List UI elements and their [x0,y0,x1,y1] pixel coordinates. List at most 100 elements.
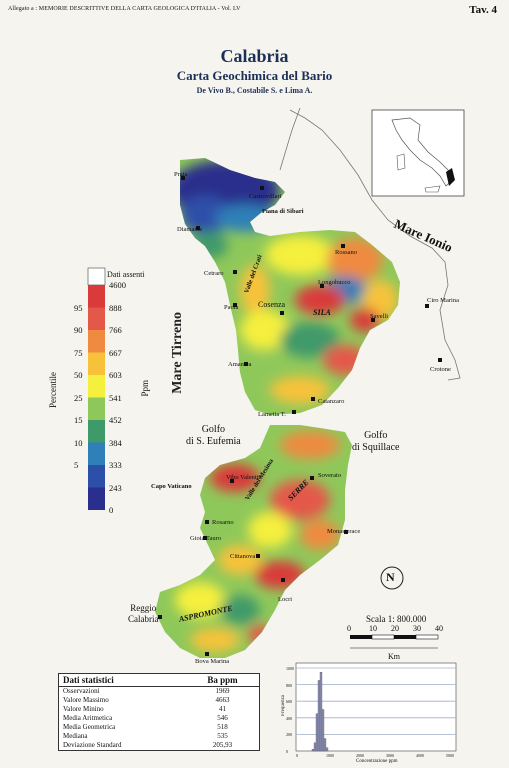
histogram-bar [311,749,315,752]
north-arrow-label: N [386,570,395,584]
town-marker [310,476,314,480]
gulf-squillace: Golfo di Squillace [352,430,400,453]
town-soverato: Soverato [318,472,342,479]
legend-absent-label: Dati assenti [107,270,145,279]
histogram-ytick: 800 [286,682,292,688]
histogram-ytick: 1000 [286,666,294,671]
town-amantea: Amantea [228,361,252,368]
gulf-eufemia: Golfo di S. Eufemia [186,424,241,447]
town-marker [341,244,345,248]
histogram-ytick: 0 [286,749,288,754]
region-piana-sibari: Piana di Sibari [262,208,304,215]
legend-ppm-title: Ppm [140,380,150,397]
legend-percentile-15: 15 [74,415,83,425]
town-marker [203,536,207,540]
stats-value: 1969 [215,687,230,695]
legend-swatch-766 [88,330,105,353]
legend-ppm-541: 541 [109,392,122,403]
stats-title: Dati statistici [59,674,186,687]
scale-tick: 40 [435,624,443,633]
town-cosenza: Cosenza [258,300,286,309]
stats-row: Valore Massimo 4663 [59,696,259,705]
town-marker [256,554,260,558]
town-marker [311,397,315,401]
town-locri: Locri [278,596,293,603]
legend-ppm-4600: 4600 [109,280,126,290]
town-marker [181,176,185,180]
legend-swatch-667 [88,352,105,375]
histogram-xtick: 3000 [386,753,394,758]
histogram-xtick: 2000 [356,753,364,758]
legend-swatch-4600 [88,285,105,308]
town-marker [281,578,285,582]
stats-unit: Ba ppm [185,674,259,687]
legend-absent-swatch [87,267,106,286]
town-marker [260,186,264,190]
histogram-bar [323,738,327,752]
histogram-ytick: 200 [286,732,292,738]
town-paola: Paola [224,304,239,311]
histogram-bar [319,672,323,752]
legend-percentile-title: Percentile [48,372,58,408]
histogram-xtick: 0 [296,753,298,758]
scale-tick: 30 [413,624,421,633]
stats-table: Dati statistici Ba ppm Osservazioni 1969 V… [58,673,260,751]
legend-ppm-452: 452 [109,415,122,425]
legend-ppm-333: 333 [109,460,122,470]
legend-percentile-10: 10 [74,437,83,448]
histogram-ylabel: Frequenza [281,695,286,716]
legend-ppm-243: 243 [109,482,122,493]
legend-ppm-766: 766 [109,325,122,335]
histogram-xlabel: Concentrazione ppm [356,759,398,764]
histogram-bar [325,747,329,752]
sea-tirreno: Mare Tirreno [170,312,185,394]
histogram-bar [321,709,325,752]
town-marker [196,226,200,230]
town-lamezia: Lametia T. [258,411,286,418]
legend-swatch-888 [88,307,105,330]
stats-key: Valore Massimo [63,696,109,704]
place-capo-vaticano: Capo Vaticano [151,483,192,490]
stats-key: Mediana [63,732,88,740]
legend-swatch-603 [88,375,105,398]
scale-tick: 10 [369,624,377,633]
stats-row: Deviazione Standard 205,93 [59,741,259,750]
legend-bar [87,267,106,510]
town-marker [320,284,324,288]
histogram-bar [313,742,317,752]
legend-ppm-888: 888 [109,302,122,313]
town-marker [205,520,209,524]
town-marker [292,410,296,414]
stats-row: Osservazioni 1969 [59,687,259,697]
legend-ppm-384: 384 [109,437,122,448]
legend-percentile-50: 50 [74,370,83,380]
town-marker [280,311,284,315]
stats-row: Media Geometrica 518 [59,723,259,732]
stats-value: 41 [218,705,226,713]
histogram-xtick: 4000 [416,753,424,758]
legend-ppm-603: 603 [109,370,122,380]
stats-row: Media Aritmetica 546 [59,714,259,723]
town-ciro-marina: Ciro Marina [427,297,459,304]
map-title: Calabria [220,46,289,66]
legend-swatch-452 [88,420,105,443]
stats-value: 205,93 [212,741,233,749]
town-bova-marina: Bova Marina [195,658,230,665]
stats-value: 4663 [215,696,230,704]
north-arrow [380,566,404,590]
map-authors: De Vivo B., Costabile S. e Lima A. [196,86,313,95]
town-marker [158,615,162,619]
town-longobucco: Longobucco [318,279,351,286]
legend-ppm-667: 667 [109,347,122,358]
stats-row: Mediana 535 [59,732,259,741]
town-reggio-calabria: Reggio Calabria [128,603,159,624]
region-sila: SILA [313,308,331,317]
scale-label: Scala 1: 800.000 [366,614,427,624]
histogram-ytick: 400 [286,715,292,721]
scale-tick: 0 [347,624,351,633]
town-vibo: Vibo Valentia [226,474,262,481]
town-marker [230,479,234,483]
histogram [295,662,457,752]
legend-percentile-90: 90 [74,325,83,335]
